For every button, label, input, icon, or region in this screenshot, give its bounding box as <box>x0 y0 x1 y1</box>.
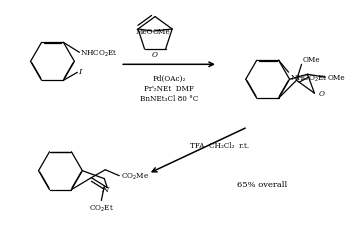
Text: OMe: OMe <box>327 74 345 82</box>
Text: O: O <box>152 51 158 59</box>
Text: MeO: MeO <box>136 28 153 36</box>
Text: 65% overall: 65% overall <box>236 180 287 188</box>
Text: BnNEt₃Cl 80 °C: BnNEt₃Cl 80 °C <box>140 95 198 103</box>
Text: OMe: OMe <box>153 28 171 36</box>
Text: CO$_2$Et: CO$_2$Et <box>89 203 114 213</box>
Text: Prⁱ₂NEt  DMF: Prⁱ₂NEt DMF <box>144 85 194 93</box>
Text: I: I <box>78 68 82 76</box>
Text: NHCO$_2$Et: NHCO$_2$Et <box>290 74 327 84</box>
Text: O: O <box>318 90 324 98</box>
Text: Pd(OAc)₂: Pd(OAc)₂ <box>152 75 186 83</box>
Text: CO$_2$Me: CO$_2$Me <box>121 171 149 181</box>
Text: NHCO$_2$Et: NHCO$_2$Et <box>80 49 118 59</box>
Text: TFA  CH₂Cl₂  r.t.: TFA CH₂Cl₂ r.t. <box>190 141 250 149</box>
Text: OMe: OMe <box>302 56 320 64</box>
Text: N: N <box>102 185 109 193</box>
